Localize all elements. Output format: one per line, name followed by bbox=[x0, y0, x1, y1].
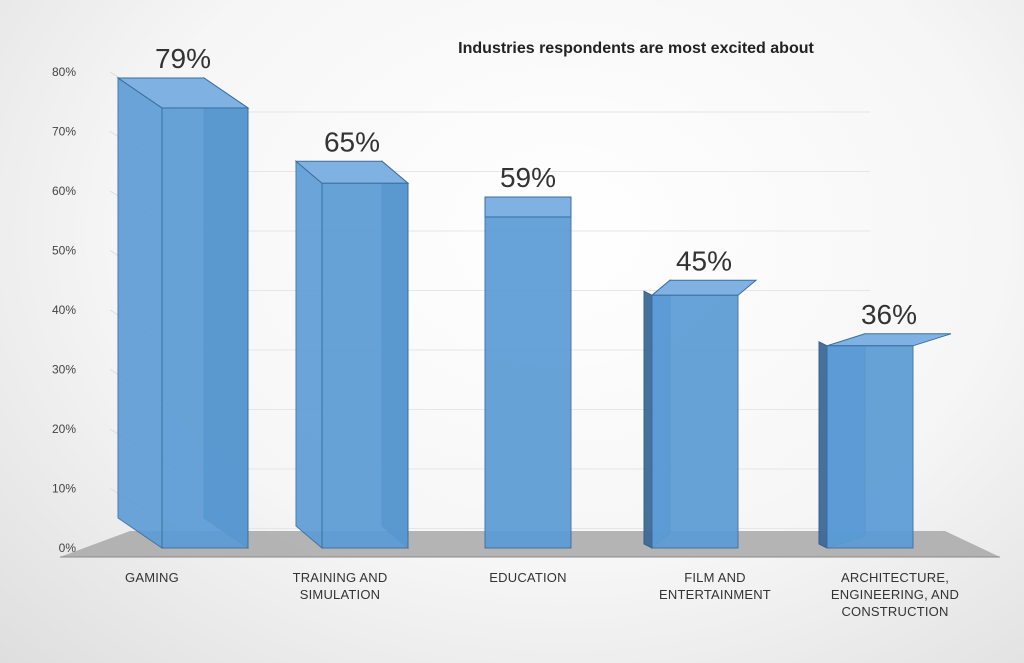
category-label-line: TRAINING AND bbox=[293, 570, 388, 585]
category-label-line: ENTERTAINMENT bbox=[659, 587, 771, 602]
category-label: ARCHITECTURE, ENGINEERING, AND CONSTRUCTIO… bbox=[831, 570, 959, 619]
category-label: TRAINING AND SIMULATION bbox=[293, 570, 388, 602]
category-label-line: ENGINEERING, AND bbox=[831, 587, 959, 602]
category-label: GAMING bbox=[125, 570, 179, 585]
bar-front-face bbox=[651, 294, 739, 549]
y-tick-label: 70% bbox=[52, 125, 76, 139]
category-label-line: SIMULATION bbox=[300, 587, 381, 602]
bars: 79% 65% 59% 45% 36% bbox=[116, 43, 952, 550]
y-tick-label: 20% bbox=[52, 422, 76, 436]
bar-top-face bbox=[484, 196, 572, 218]
bar-top-face bbox=[650, 279, 758, 296]
bar-3: 45% bbox=[643, 245, 758, 550]
bar-left-face bbox=[643, 290, 653, 549]
y-tick-label: 10% bbox=[52, 482, 76, 496]
data-label: 79% bbox=[155, 43, 211, 74]
data-label: 65% bbox=[324, 126, 380, 157]
bar-4: 36% bbox=[818, 299, 952, 549]
y-tick-label: 80% bbox=[52, 65, 76, 79]
category-label: EDUCATION bbox=[489, 570, 566, 585]
category-label-line: EDUCATION bbox=[489, 570, 566, 585]
bar-side-face bbox=[117, 77, 163, 549]
y-tick-label: 40% bbox=[52, 303, 76, 317]
category-label-line: CONSTRUCTION bbox=[841, 604, 948, 619]
x-axis-labels: GAMING TRAINING AND SIMULATION EDUCATION FIL… bbox=[125, 570, 959, 619]
category-label-line: FILM AND bbox=[684, 570, 746, 585]
y-tick-label: 50% bbox=[52, 244, 76, 258]
data-label: 36% bbox=[861, 299, 917, 330]
y-tick-label: 30% bbox=[52, 363, 76, 377]
data-label: 59% bbox=[500, 162, 556, 193]
bar-1: 65% bbox=[294, 126, 410, 550]
bar-front-face bbox=[484, 216, 572, 549]
category-label-line: ARCHITECTURE, bbox=[841, 570, 949, 585]
bar-2: 59% bbox=[484, 162, 572, 549]
bar-front-face bbox=[321, 182, 409, 549]
y-tick-label: 0% bbox=[59, 541, 77, 555]
bar-top-face bbox=[826, 333, 952, 347]
bar-side-face bbox=[295, 160, 323, 550]
bar-front-face bbox=[826, 345, 914, 549]
chart-title: Industries respondents are most excited … bbox=[458, 40, 814, 57]
category-label-line: GAMING bbox=[125, 570, 179, 585]
data-label: 45% bbox=[676, 245, 732, 276]
y-tick-label: 60% bbox=[52, 184, 76, 198]
bar-front-face bbox=[161, 107, 249, 549]
bar-0: 79% bbox=[116, 43, 250, 549]
category-label: FILM AND ENTERTAINMENT bbox=[659, 570, 771, 602]
bar-left-face bbox=[818, 340, 828, 549]
